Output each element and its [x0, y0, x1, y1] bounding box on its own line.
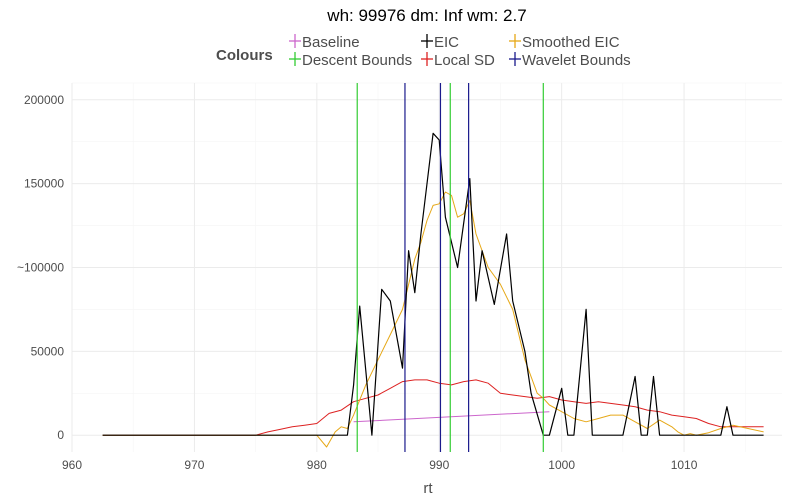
legend-label: Smoothed EIC [522, 34, 620, 51]
series-line-smoothed-eic [102, 191, 764, 448]
plot-area: 0 50000 ~100000 150000 200000 960 970 980 990 10… [17, 82, 782, 472]
legend-item-local-sd: Local SD [421, 52, 495, 69]
series-line-local-sd [102, 379, 764, 436]
x-tick-label: 970 [184, 458, 204, 472]
legend-label: Descent Bounds [302, 52, 412, 69]
y-tick-label: 50000 [31, 344, 65, 358]
y-tick-label: 200000 [24, 93, 64, 107]
x-axis-title: rt [423, 480, 433, 497]
y-tick-label: 0 [57, 428, 64, 442]
legend-item-smoothed-eic: Smoothed EIC [509, 34, 620, 51]
x-tick-label: 960 [62, 458, 82, 472]
x-tick-label: 1000 [548, 458, 575, 472]
y-tick-label: ~100000 [17, 261, 64, 275]
x-axis: 960 970 980 990 1000 1010 [62, 458, 698, 472]
legend-label: Local SD [434, 52, 495, 69]
x-tick-label: 1010 [671, 458, 698, 472]
x-tick-label: 990 [429, 458, 449, 472]
legend-label: Wavelet Bounds [522, 52, 631, 69]
x-tick-label: 980 [307, 458, 327, 472]
legend-item-descent-bounds: Descent Bounds [289, 52, 412, 69]
legend-label: Baseline [302, 34, 360, 51]
legend-item-eic: EIC [421, 34, 459, 51]
legend-title: Colours [216, 47, 273, 64]
legend-item-wavelet-bounds: Wavelet Bounds [509, 52, 631, 69]
legend-item-baseline: Baseline [289, 34, 360, 51]
y-axis: 0 50000 ~100000 150000 200000 [17, 93, 64, 442]
legend-label: EIC [434, 34, 459, 51]
series-line-eic [102, 132, 764, 436]
series-line-baseline [353, 411, 550, 423]
y-tick-label: 150000 [24, 177, 64, 191]
chart-title: wh: 99976 dm: Inf wm: 2.7 [326, 6, 526, 25]
